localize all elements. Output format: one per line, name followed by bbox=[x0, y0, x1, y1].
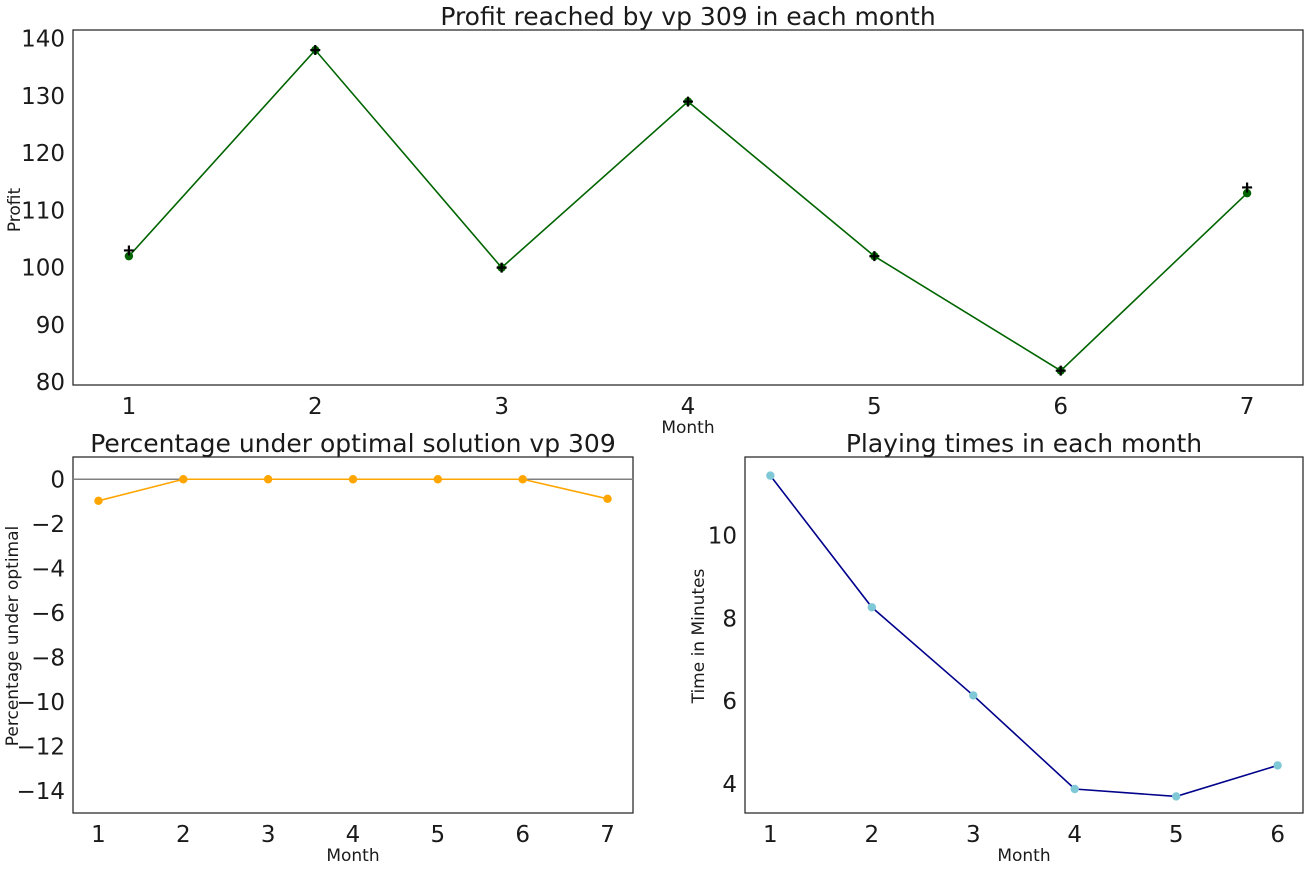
percentage-x-tick-label: 4 bbox=[346, 822, 361, 848]
profit-chart-x-ticks: 1 2 3 4 5 6 7 bbox=[122, 394, 1255, 420]
profit-chart-y-label: Profit bbox=[5, 187, 25, 232]
playing-times-chart-marks bbox=[766, 471, 1282, 801]
percentage-y-tick-label: −14 bbox=[16, 779, 65, 805]
percentage-y-tick-label: −10 bbox=[16, 690, 65, 716]
profit-chart-plot-frame bbox=[72, 29, 1304, 386]
profit-y-tick-label: 130 bbox=[21, 84, 65, 110]
playing-times-chart-y-label: Time in Minutes bbox=[689, 568, 709, 704]
percentage-x-tick-label: 1 bbox=[91, 822, 106, 848]
playing-times-chart-plot-frame bbox=[744, 456, 1304, 814]
percentage-data-point bbox=[94, 496, 103, 506]
profit-chart-x-label: Month bbox=[661, 418, 714, 438]
playing-times-data-point bbox=[1171, 792, 1181, 801]
profit-plus-marker bbox=[1055, 365, 1066, 376]
percentage-data-point bbox=[179, 475, 188, 484]
playing-times-x-tick-label: 2 bbox=[864, 822, 879, 848]
percentage-y-tick-label: −12 bbox=[16, 734, 65, 760]
playing-times-data-point bbox=[1273, 761, 1282, 770]
profit-data-point bbox=[1242, 188, 1252, 198]
playing-times-x-tick-label: 1 bbox=[763, 822, 778, 848]
playing-times-chart-title: Playing times in each month bbox=[846, 429, 1202, 458]
percentage-data-point bbox=[348, 475, 358, 484]
playing-times-series-line bbox=[769, 475, 1278, 798]
profit-x-tick-label: 3 bbox=[494, 394, 509, 420]
profit-chart-title: Profit reached by vp 309 in each month bbox=[440, 2, 935, 31]
playing-times-data-point bbox=[969, 691, 978, 700]
profit-x-tick-label: 7 bbox=[1240, 394, 1255, 420]
profit-x-tick-label: 1 bbox=[122, 394, 137, 420]
playing-times-x-tick-label: 5 bbox=[1169, 822, 1184, 848]
playing-times-y-tick-label: 10 bbox=[708, 524, 737, 550]
profit-y-tick-label: 120 bbox=[21, 141, 65, 167]
percentage-chart-y-label: Percentage under optimal bbox=[3, 526, 23, 747]
profit-y-tick-label: 110 bbox=[21, 198, 65, 224]
percentage-x-tick-label: 7 bbox=[600, 822, 615, 848]
profit-x-tick-label: 6 bbox=[1053, 394, 1068, 420]
percentage-x-tick-label: 5 bbox=[431, 822, 446, 848]
percentage-x-tick-label: 2 bbox=[176, 822, 191, 848]
percentage-chart-y-ticks: 0 −2 −4 −6 −8 −10 −12 −14 bbox=[16, 467, 65, 805]
profit-plus-marker bbox=[1242, 182, 1253, 193]
percentage-y-tick-label: −8 bbox=[31, 645, 65, 671]
percentage-chart-plot-frame bbox=[72, 456, 634, 814]
playing-times-x-tick-label: 4 bbox=[1067, 822, 1082, 848]
playing-times-y-tick-label: 4 bbox=[722, 772, 737, 798]
profit-y-tick-label: 90 bbox=[36, 313, 65, 339]
profit-data-point bbox=[124, 251, 134, 261]
percentage-x-tick-label: 6 bbox=[515, 822, 530, 848]
profit-y-tick-label: 80 bbox=[36, 370, 65, 396]
profit-plus-marker bbox=[310, 45, 321, 56]
percentage-chart-marks bbox=[73, 475, 633, 506]
playing-times-y-tick-label: 6 bbox=[722, 689, 737, 715]
profit-plus-marker bbox=[869, 251, 880, 262]
profit-y-tick-label: 140 bbox=[21, 27, 65, 53]
playing-times-data-point bbox=[867, 603, 877, 612]
playing-times-chart-x-label: Month bbox=[997, 846, 1050, 866]
profit-plus-marker bbox=[683, 96, 693, 107]
profit-plus-marker bbox=[496, 262, 507, 273]
profit-x-tick-label: 4 bbox=[681, 394, 696, 420]
profit-chart-marks bbox=[123, 45, 1253, 376]
percentage-y-tick-label: −4 bbox=[31, 556, 65, 582]
profit-x-tick-label: 5 bbox=[867, 394, 882, 420]
playing-times-data-point bbox=[766, 471, 775, 480]
playing-times-x-tick-label: 6 bbox=[1270, 822, 1285, 848]
percentage-y-tick-label: −2 bbox=[31, 512, 65, 538]
percentage-data-point bbox=[433, 475, 443, 484]
percentage-data-point bbox=[263, 475, 273, 484]
percentage-data-point bbox=[603, 494, 612, 504]
playing-times-data-point bbox=[1070, 784, 1079, 794]
profit-chart-y-ticks: 80 90 100 110 120 130 140 bbox=[21, 27, 65, 397]
profit-x-tick-label: 2 bbox=[308, 394, 323, 420]
playing-times-y-tick-label: 8 bbox=[722, 606, 737, 632]
percentage-chart-x-label: Month bbox=[326, 846, 379, 866]
playing-times-chart-x-ticks: 1 2 3 4 5 6 bbox=[763, 822, 1285, 848]
percentage-chart-title: Percentage under optimal solution vp 309 bbox=[90, 429, 616, 458]
percentage-chart: Percentage under optimal solution vp 309… bbox=[3, 429, 634, 866]
percentage-x-tick-label: 3 bbox=[261, 822, 276, 848]
playing-times-chart-y-ticks: 4 6 8 10 bbox=[708, 524, 737, 798]
profit-plus-marker bbox=[123, 245, 134, 256]
profit-chart: Profit reached by vp 309 in each month 1… bbox=[5, 2, 1304, 438]
playing-times-chart: Playing times in each month 1 2 3 4 5 6 4 6 8 10… bbox=[689, 429, 1304, 866]
percentage-data-point bbox=[518, 475, 527, 484]
percentage-chart-x-ticks: 1 2 3 4 5 6 7 bbox=[91, 822, 615, 848]
profit-y-tick-label: 100 bbox=[21, 256, 65, 282]
playing-times-x-tick-label: 3 bbox=[966, 822, 981, 848]
percentage-y-tick-label: 0 bbox=[50, 467, 65, 493]
percentage-y-tick-label: −6 bbox=[31, 601, 65, 627]
